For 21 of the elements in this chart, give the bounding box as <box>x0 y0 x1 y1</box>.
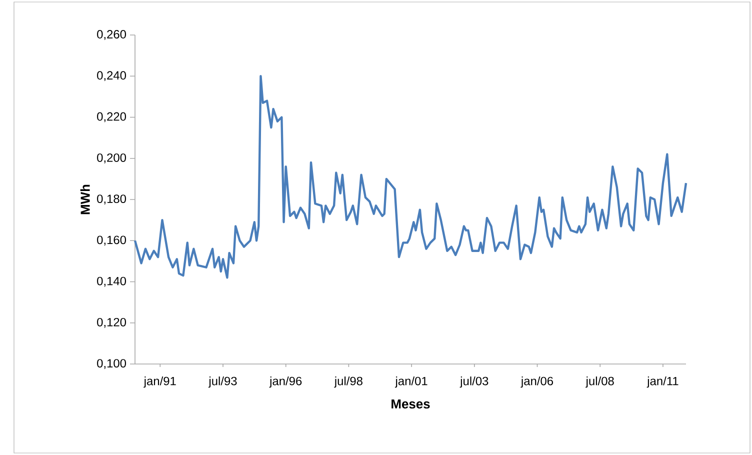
x-tick-label: jul/08 <box>586 376 614 388</box>
x-tick-label: jan/06 <box>520 376 554 388</box>
y-tick-label: 0,100 <box>97 359 126 369</box>
y-tick-label: 0,140 <box>97 276 126 287</box>
x-tick-label: jul/98 <box>334 376 362 388</box>
y-tick-label: 0,200 <box>97 153 126 164</box>
y-axis-title: MWh <box>80 184 90 214</box>
x-tick-label: jan/91 <box>144 376 176 388</box>
y-tick-label: 0,120 <box>97 318 126 328</box>
x-tick-label: jan/01 <box>394 376 428 388</box>
y-tick-label: 0,240 <box>97 71 126 82</box>
y-tick-label: 0,160 <box>97 236 126 246</box>
x-tick-label: jan/96 <box>269 376 302 388</box>
x-tick-label: jan/11 <box>646 376 678 388</box>
y-tick-label: 0,220 <box>97 112 126 122</box>
line-series <box>134 75 688 279</box>
x-tick-label: jul/93 <box>208 376 237 388</box>
x-tick-label: jul/03 <box>460 376 488 388</box>
y-tick-label: 0,180 <box>97 194 126 204</box>
y-tick-label: 0,260 <box>97 30 126 40</box>
x-axis-title: Meses <box>392 399 430 409</box>
